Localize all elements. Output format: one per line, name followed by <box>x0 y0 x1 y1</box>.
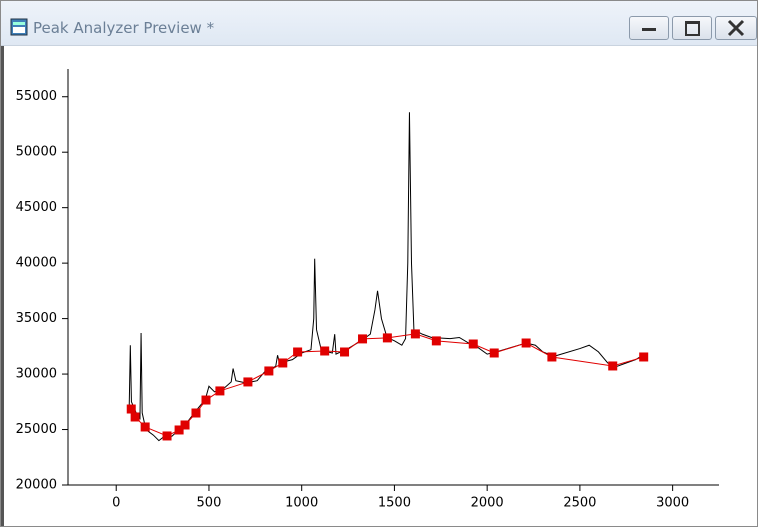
x-tick-label: 1000 <box>285 496 318 511</box>
anchor-point <box>126 404 136 414</box>
maximize-button[interactable] <box>672 16 712 40</box>
series-line <box>128 112 644 442</box>
window-title: Peak Analyzer Preview * <box>33 19 215 37</box>
y-tick-label: 30000 <box>16 367 57 382</box>
anchor-point <box>162 431 172 441</box>
anchor-point <box>382 333 392 343</box>
anchor-point <box>639 352 649 362</box>
x-tick-label: 2500 <box>563 496 596 511</box>
window-border <box>1 46 4 526</box>
anchor-point <box>180 420 190 430</box>
minimize-button[interactable] <box>629 16 669 40</box>
y-tick-label: 35000 <box>16 311 57 326</box>
app-icon <box>10 18 28 36</box>
y-tick-label: 25000 <box>16 422 57 437</box>
anchor-point <box>320 346 330 356</box>
anchor-point <box>174 425 184 435</box>
x-tick-label: 0 <box>112 496 120 511</box>
anchor-point <box>278 358 288 368</box>
anchor-point <box>130 412 140 422</box>
y-tick-label: 40000 <box>16 256 57 271</box>
y-tick-label: 55000 <box>16 89 57 104</box>
chart: 2000025000300003500040000450005000055000… <box>16 69 719 511</box>
x-tick-label: 2000 <box>471 496 504 511</box>
series-line <box>130 333 644 437</box>
anchor-point <box>191 408 201 418</box>
y-tick-label: 20000 <box>16 478 57 493</box>
x-tick-label: 1500 <box>378 496 411 511</box>
anchor-point <box>547 352 557 362</box>
y-tick-label: 50000 <box>16 145 57 160</box>
anchor-point <box>468 339 478 349</box>
anchor-point <box>340 347 350 357</box>
anchor-point <box>215 386 225 396</box>
y-tick-label: 45000 <box>16 200 57 215</box>
anchor-point <box>358 334 368 344</box>
close-button[interactable] <box>715 16 757 40</box>
anchor-point <box>140 422 150 432</box>
anchor-point <box>410 329 420 339</box>
anchor-point <box>264 366 274 376</box>
anchor-point <box>489 348 499 358</box>
anchor-point <box>293 347 303 357</box>
x-tick-label: 500 <box>197 496 222 511</box>
title-bar: Peak Analyzer Preview * <box>1 1 757 46</box>
anchor-point <box>243 377 253 387</box>
anchor-point <box>201 395 211 405</box>
anchor-point <box>431 336 441 346</box>
anchor-point <box>521 338 531 348</box>
x-tick-label: 3000 <box>656 496 689 511</box>
anchor-point <box>608 361 618 371</box>
